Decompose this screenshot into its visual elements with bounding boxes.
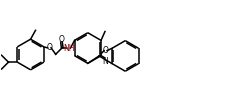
Text: N: N — [102, 57, 108, 66]
Text: O: O — [46, 43, 52, 52]
Text: O: O — [58, 35, 64, 44]
Text: O: O — [102, 46, 108, 55]
Text: NH: NH — [63, 44, 74, 53]
